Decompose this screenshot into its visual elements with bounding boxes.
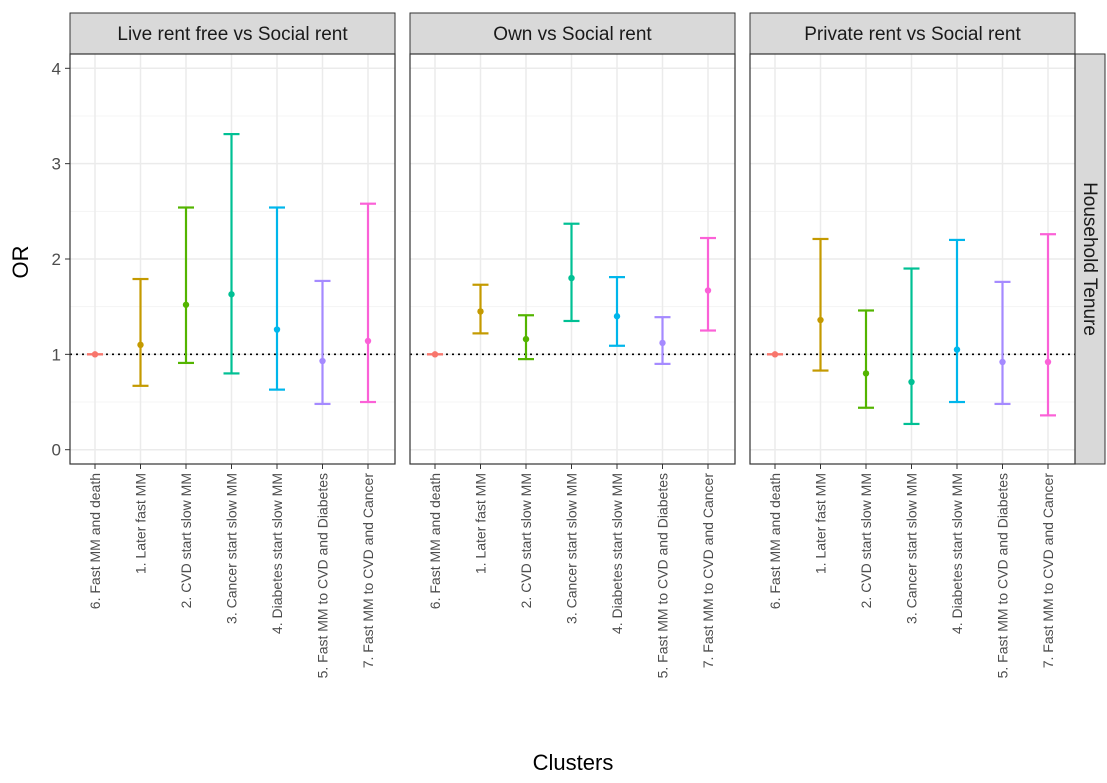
y-tick-label: 4 xyxy=(52,59,61,78)
facet-strip xyxy=(749,12,1076,55)
facet-panel: Live rent free vs Social rent 6. Fast MM … xyxy=(52,12,396,678)
x-tick-label: 5. Fast MM to CVD and Diabetes xyxy=(315,473,331,678)
y-tick-label: 0 xyxy=(52,441,61,460)
or-point xyxy=(91,351,99,358)
x-tick-label: 5. Fast MM to CVD and Diabetes xyxy=(995,473,1011,678)
facet-strip-label: Private rent vs Social rent xyxy=(804,24,1021,45)
x-axis-title: Clusters xyxy=(533,750,614,775)
panel-border xyxy=(409,53,736,465)
or-point xyxy=(182,301,190,308)
y-tick-label: 2 xyxy=(52,250,61,269)
or-point xyxy=(477,308,484,315)
facet-row-strip-label: Household Tenure xyxy=(1079,182,1100,336)
x-tick-label: 4. Diabetes start slow MM xyxy=(949,473,965,634)
x-tick-label: 7. Fast MM to CVD and Cancer xyxy=(700,473,716,669)
or-point xyxy=(228,291,235,298)
or-point xyxy=(431,351,439,358)
y-tick-label: 3 xyxy=(52,155,61,174)
facet-panel: Own vs Social rent 6. Fast MM and death 1.… xyxy=(409,12,736,678)
y-tick-label: 1 xyxy=(52,345,61,364)
x-tick-label: 1. Later fast MM xyxy=(133,473,149,574)
panel-border xyxy=(749,53,1076,465)
facet-strip-label: Own vs Social rent xyxy=(493,24,652,45)
or-point xyxy=(613,313,621,320)
or-point xyxy=(1044,358,1052,366)
x-tick-label: 6. Fast MM and death xyxy=(767,473,783,609)
or-point xyxy=(908,378,915,386)
y-axis-title: OR xyxy=(8,246,33,279)
x-tick-label: 1. Later fast MM xyxy=(813,473,829,574)
x-tick-label: 3. Cancer start slow MM xyxy=(564,473,580,624)
x-tick-label: 4. Diabetes start slow MM xyxy=(609,473,625,634)
or-point xyxy=(319,357,326,365)
or-point xyxy=(659,339,666,347)
or-point xyxy=(522,335,530,343)
or-point xyxy=(137,341,144,349)
x-tick-label: 1. Later fast MM xyxy=(473,473,489,574)
x-tick-label: 3. Cancer start slow MM xyxy=(904,473,920,624)
facet-strip-label: Live rent free vs Social rent xyxy=(117,24,348,45)
or-point xyxy=(771,351,779,358)
x-tick-label: 3. Cancer start slow MM xyxy=(224,473,240,624)
x-tick-label: 6. Fast MM and death xyxy=(87,473,103,609)
or-point xyxy=(817,316,824,324)
facet-panel: Private rent vs Social rent 6. Fast MM an… xyxy=(749,12,1076,678)
or-point xyxy=(364,337,372,345)
or-point xyxy=(999,358,1006,366)
x-tick-label: 4. Diabetes start slow MM xyxy=(269,473,285,634)
x-tick-label: 6. Fast MM and death xyxy=(427,473,443,609)
or-point xyxy=(953,346,961,353)
facet-strip xyxy=(409,12,736,55)
x-tick-label: 2. CVD start slow MM xyxy=(178,473,194,608)
x-tick-label: 7. Fast MM to CVD and Cancer xyxy=(1040,473,1056,669)
x-tick-label: 5. Fast MM to CVD and Diabetes xyxy=(655,473,671,678)
or-point xyxy=(568,274,575,282)
or-point xyxy=(862,370,870,377)
x-tick-label: 7. Fast MM to CVD and Cancer xyxy=(360,473,376,669)
facet-strip xyxy=(69,12,396,55)
x-tick-label: 2. CVD start slow MM xyxy=(858,473,874,608)
facet-row-strip xyxy=(1074,53,1106,465)
or-point xyxy=(273,326,281,333)
or-point xyxy=(704,287,712,294)
x-tick-label: 2. CVD start slow MM xyxy=(518,473,534,608)
